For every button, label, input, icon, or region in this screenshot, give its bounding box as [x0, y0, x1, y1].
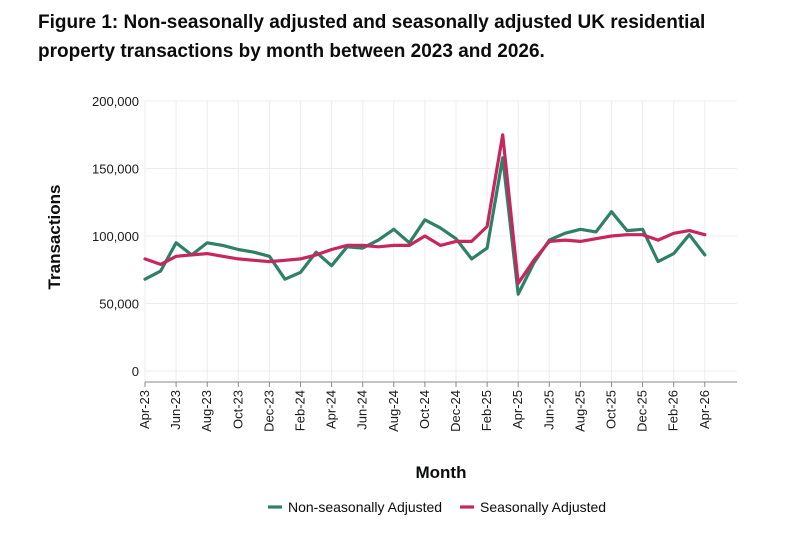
x-tick-label: Aug-25: [572, 390, 587, 432]
x-tick-label: Jun-25: [541, 390, 556, 430]
x-tick-label: Oct-23: [230, 390, 245, 429]
x-tick-label: Apr-23: [137, 390, 152, 429]
x-tick-label: Apr-25: [510, 390, 525, 429]
x-tick-label: Oct-24: [417, 390, 432, 429]
legend: Non-seasonally Adjusted Seasonally Adjust…: [268, 499, 606, 515]
y-tick-label: 50,000: [99, 297, 139, 312]
chart-title: Figure 1: Non-seasonally adjusted and se…: [38, 12, 706, 62]
y-axis-ticks: 0 50,000 100,000 150,000 200,000: [92, 94, 139, 379]
x-tick-label: Jun-24: [355, 390, 370, 430]
x-tick-label: Dec-25: [635, 390, 650, 432]
x-tick-label: Feb-24: [293, 390, 308, 431]
x-axis-title: Month: [416, 463, 467, 482]
x-axis: Apr-23 Jun-23 Aug-23 Oct-23 Dec-23 Feb-24 Apr-…: [137, 381, 737, 432]
x-tick-label: Feb-26: [666, 390, 681, 431]
legend-label: Non-seasonally Adjusted: [288, 499, 442, 515]
y-tick-label: 0: [132, 364, 139, 379]
x-tick-label: Dec-24: [448, 390, 463, 432]
legend-label: Seasonally Adjusted: [480, 499, 606, 515]
x-tick-label: Aug-24: [386, 390, 401, 432]
x-tick-label: Apr-26: [697, 390, 712, 429]
y-axis-title: Transactions: [45, 185, 64, 290]
x-tick-label: Oct-25: [604, 390, 619, 429]
series-lines: [143, 133, 707, 296]
x-tick-label: Apr-24: [324, 390, 339, 429]
x-tick-label: Aug-23: [199, 390, 214, 432]
series-line-non-seasonally-adjusted: [143, 156, 707, 296]
x-tick-label: Jun-23: [168, 390, 183, 430]
x-tick-label: Dec-23: [261, 390, 276, 432]
y-tick-label: 200,000: [92, 94, 139, 109]
series-line-seasonally-adjusted: [143, 133, 707, 285]
x-tick-label: Feb-25: [479, 390, 494, 431]
y-tick-label: 150,000: [92, 162, 139, 177]
y-tick-label: 100,000: [92, 229, 139, 244]
